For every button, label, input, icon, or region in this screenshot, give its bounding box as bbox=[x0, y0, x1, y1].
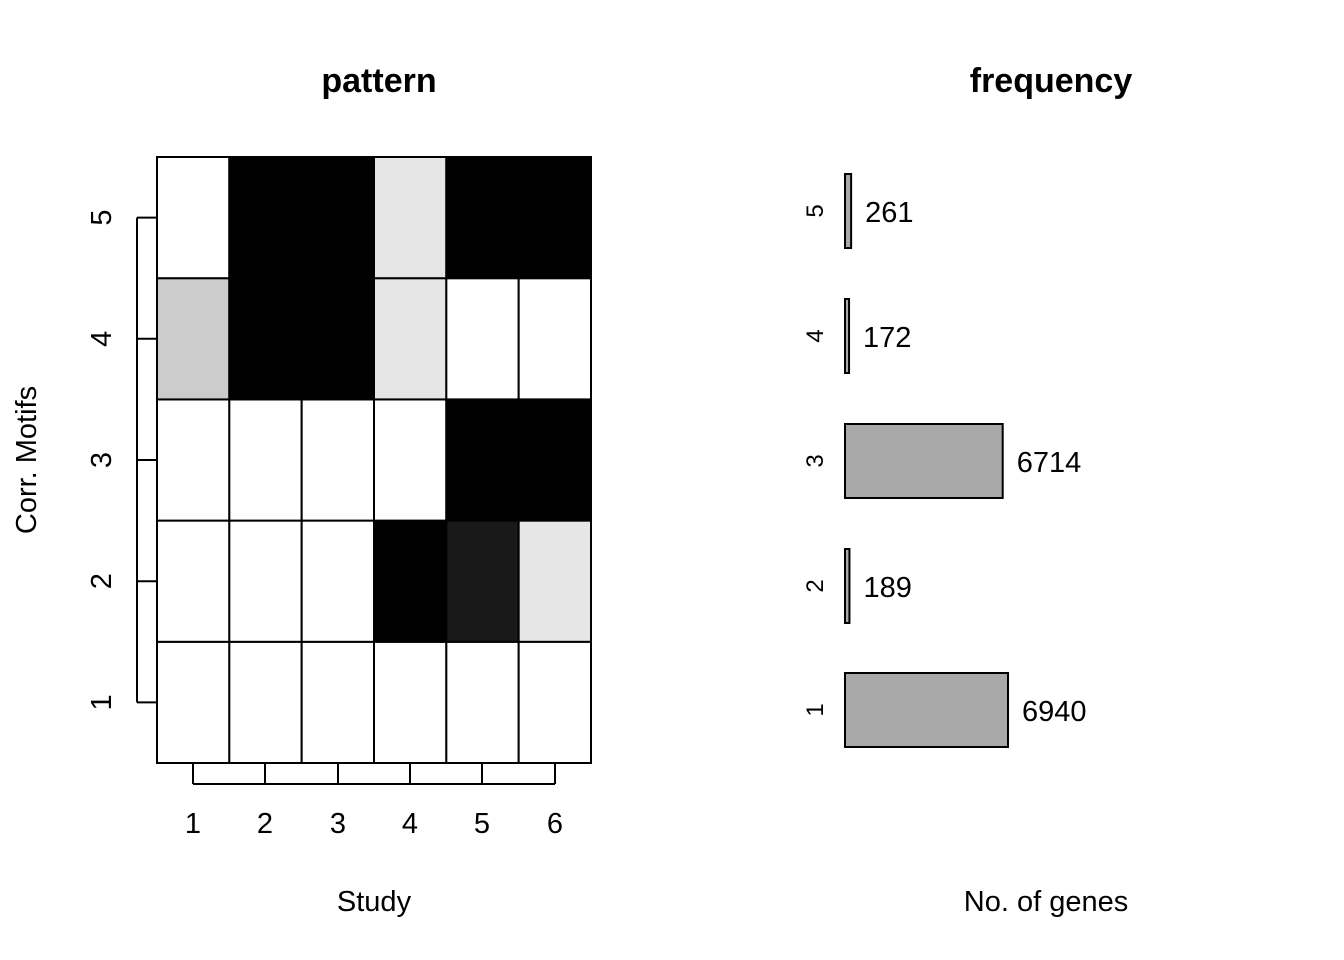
heatmap-cell bbox=[373, 640, 448, 764]
bars: 6940 1 189 2 6714 3 172 4 261 5 bbox=[802, 173, 1087, 748]
heatmap-cell bbox=[300, 277, 375, 401]
heatmap-cell bbox=[373, 156, 448, 280]
bar-category-label: 5 bbox=[802, 204, 829, 217]
frequency-x-axis-label: No. of genes bbox=[964, 886, 1128, 918]
x-tick-label: 6 bbox=[547, 808, 563, 840]
heatmap-cell bbox=[156, 398, 231, 522]
heatmap-cell bbox=[445, 398, 520, 522]
bar bbox=[844, 298, 851, 374]
heatmap-cell bbox=[445, 640, 520, 764]
heatmap-cell bbox=[445, 519, 520, 643]
heatmap-cell bbox=[156, 640, 231, 764]
heatmap-cell bbox=[228, 519, 303, 643]
y-tick-label: 3 bbox=[86, 452, 118, 468]
heatmap-cell bbox=[373, 277, 448, 401]
bar bbox=[844, 672, 1009, 748]
heatmap-cell bbox=[300, 156, 375, 280]
frequency-title: frequency bbox=[970, 62, 1133, 100]
heatmap-cell bbox=[228, 640, 303, 764]
heatmap-cell bbox=[228, 398, 303, 522]
heatmap-cell bbox=[156, 519, 231, 643]
bar-category-label: 3 bbox=[802, 454, 829, 467]
bar-value-label: 172 bbox=[863, 322, 911, 354]
heatmap-cell bbox=[517, 156, 593, 280]
bar-category-label: 1 bbox=[802, 703, 829, 716]
frequency-panel: frequency 6940 1 189 2 6714 3 172 4 261 5 No. of … bbox=[802, 62, 1132, 918]
heatmap-cell bbox=[373, 398, 448, 522]
bar-value-label: 189 bbox=[863, 572, 911, 604]
y-tick-label: 4 bbox=[86, 331, 118, 347]
x-tick-label: 3 bbox=[330, 808, 346, 840]
heatmap-cell bbox=[300, 398, 375, 522]
bar-category-label: 2 bbox=[802, 579, 829, 592]
y-axis: 1 2 3 4 5 bbox=[86, 210, 157, 710]
bar-value-label: 6940 bbox=[1022, 696, 1087, 728]
pattern-title: pattern bbox=[321, 62, 436, 100]
heatmap-cell bbox=[517, 398, 593, 522]
bar-value-label: 261 bbox=[865, 197, 913, 229]
heatmap-cell bbox=[445, 156, 520, 280]
heatmap-cell bbox=[228, 277, 303, 401]
heatmap-cell bbox=[517, 277, 593, 401]
x-tick-label: 1 bbox=[185, 808, 201, 840]
y-tick-label: 5 bbox=[86, 210, 118, 226]
bar bbox=[844, 173, 853, 249]
bar-value-label: 6714 bbox=[1017, 447, 1082, 479]
heatmap-cell bbox=[156, 277, 231, 401]
bar-category-label: 4 bbox=[802, 329, 829, 342]
heatmap-cell bbox=[445, 277, 520, 401]
x-tick-label: 5 bbox=[474, 808, 490, 840]
heatmap-cells bbox=[156, 156, 593, 764]
heatmap-cell bbox=[517, 640, 593, 764]
x-tick-label: 4 bbox=[402, 808, 418, 840]
heatmap-cell bbox=[517, 519, 593, 643]
x-axis: 1 2 3 4 5 6 bbox=[185, 764, 563, 840]
heatmap-cell bbox=[373, 519, 448, 643]
pattern-panel: pattern 1 2 3 4 5 6 1 2 3 4 5 Study Corr. Motifs bbox=[11, 62, 593, 918]
x-tick-label: 2 bbox=[257, 808, 273, 840]
y-tick-label: 1 bbox=[86, 694, 118, 710]
bar bbox=[844, 423, 1004, 499]
heatmap-cell bbox=[228, 156, 303, 280]
x-axis-label: Study bbox=[337, 886, 412, 918]
y-tick-label: 2 bbox=[86, 573, 118, 589]
heatmap-cell bbox=[156, 156, 231, 280]
y-axis-label: Corr. Motifs bbox=[11, 386, 43, 534]
bar bbox=[844, 548, 851, 624]
heatmap-cell bbox=[300, 519, 375, 643]
heatmap-cell bbox=[300, 640, 375, 764]
